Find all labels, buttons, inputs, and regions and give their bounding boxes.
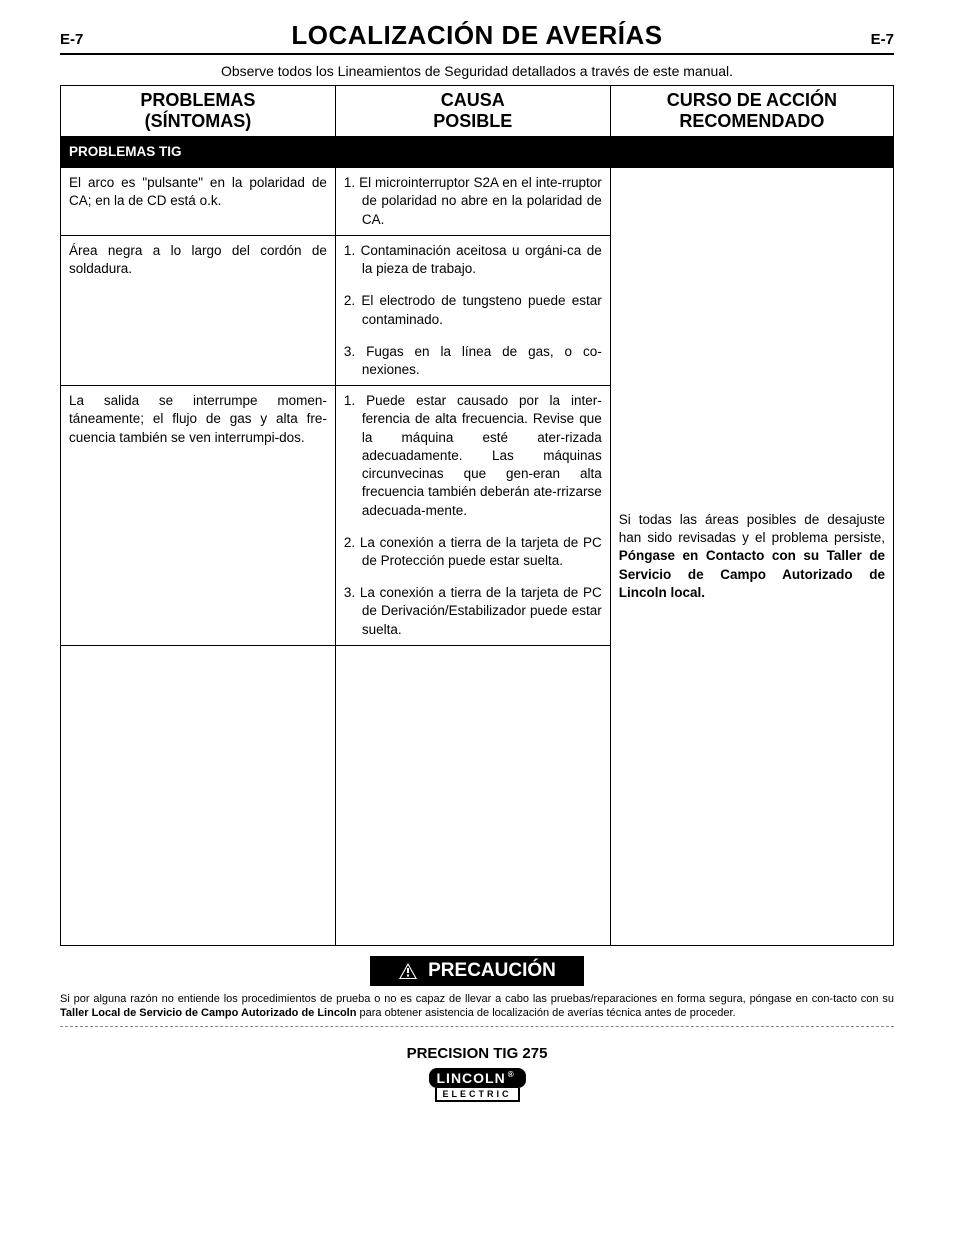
problem-cell: La salida se interrumpe momen-táneamente… xyxy=(61,386,336,646)
brand-logo-text: LINCOLN xyxy=(437,1070,506,1086)
cause-list: 1. Contaminación aceitosa u orgáni-ca de… xyxy=(344,242,602,379)
col-header-cause-l2: POSIBLE xyxy=(342,111,604,132)
cause-item: 2. El electrodo de tungsteno puede estar… xyxy=(344,292,602,328)
col-header-problems: PROBLEMAS (SÍNTOMAS) xyxy=(61,86,336,137)
cause-item: 1. Puede estar causado por la inter-fere… xyxy=(344,392,602,520)
caution-banner: PRECAUCIÓN xyxy=(370,956,584,986)
cause-item: 3. La conexión a tierra de la tarjeta de… xyxy=(344,584,602,639)
action-text-pre: Si todas las áreas posibles de desajuste… xyxy=(619,512,885,545)
cause-cell: 1. Contaminación aceitosa u orgáni-ca de… xyxy=(335,235,610,385)
cause-list: 1. El microinterruptor S2A en el inte-rr… xyxy=(344,174,602,229)
cause-item: 3. Fugas en la línea de gas, o co-nexion… xyxy=(344,343,602,379)
brand-logo: LINCOLN® ELECTRIC xyxy=(429,1068,526,1102)
brand-logo-top: LINCOLN® xyxy=(429,1068,526,1088)
brand-logo-bottom: ELECTRIC xyxy=(435,1088,520,1102)
col-header-action-l1: CURSO DE ACCIÓN xyxy=(667,90,837,110)
cause-item: 2. La conexión a tierra de la tarjeta de… xyxy=(344,534,602,570)
page-code-right: E-7 xyxy=(871,31,894,48)
brand-logo-reg: ® xyxy=(508,1070,515,1079)
section-heading: PROBLEMAS TIG xyxy=(61,137,894,168)
col-header-cause-l1: CAUSA xyxy=(441,90,505,110)
problem-cell: El arco es "pulsante" en la polaridad de… xyxy=(61,168,336,236)
product-name: PRECISION TIG 275 xyxy=(60,1045,894,1062)
empty-problem-cell xyxy=(61,645,336,945)
warning-icon xyxy=(398,962,418,980)
page-title: LOCALIZACIÓN DE AVERÍAS xyxy=(291,20,662,51)
troubleshooting-table: PROBLEMAS (SÍNTOMAS) CAUSA POSIBLE CURSO… xyxy=(60,85,894,946)
col-header-cause: CAUSA POSIBLE xyxy=(335,86,610,137)
footer-bold: Taller Local de Servicio de Campo Autori… xyxy=(60,1007,356,1019)
section-heading-row: PROBLEMAS TIG xyxy=(61,137,894,168)
cause-cell: 1. Puede estar causado por la inter-fere… xyxy=(335,386,610,646)
action-cell: Si todas las áreas posibles de desajuste… xyxy=(610,168,893,946)
caution-label: PRECAUCIÓN xyxy=(428,960,556,982)
footer-post: para obtener asistencia de localización … xyxy=(356,1007,735,1019)
brand-logo-wrap: LINCOLN® ELECTRIC xyxy=(60,1068,894,1102)
caution-banner-wrap: PRECAUCIÓN xyxy=(60,956,894,986)
col-header-problems-l2: (SÍNTOMAS) xyxy=(67,111,329,132)
page-header: E-7 LOCALIZACIÓN DE AVERÍAS E-7 xyxy=(60,20,894,55)
empty-cause-cell xyxy=(335,645,610,945)
action-text-bold: Póngase en Contacto con su Taller de Ser… xyxy=(619,548,885,599)
table-header-row: PROBLEMAS (SÍNTOMAS) CAUSA POSIBLE CURSO… xyxy=(61,86,894,137)
problem-cell: Área negra a lo largo del cordón de sold… xyxy=(61,235,336,385)
col-header-problems-l1: PROBLEMAS xyxy=(140,90,255,110)
page-code-left: E-7 xyxy=(60,31,83,48)
col-header-action-l2: RECOMENDADO xyxy=(617,111,887,132)
footer-note: Si por alguna razón no entiende los proc… xyxy=(60,992,894,1028)
footer-pre: Si por alguna razón no entiende los proc… xyxy=(60,993,894,1005)
col-header-action: CURSO DE ACCIÓN RECOMENDADO xyxy=(610,86,893,137)
cause-item: 1. El microinterruptor S2A en el inte-rr… xyxy=(344,174,602,229)
table-row: El arco es "pulsante" en la polaridad de… xyxy=(61,168,894,236)
cause-cell: 1. El microinterruptor S2A en el inte-rr… xyxy=(335,168,610,236)
cause-item: 1. Contaminación aceitosa u orgáni-ca de… xyxy=(344,242,602,278)
cause-list: 1. Puede estar causado por la inter-fere… xyxy=(344,392,602,639)
safety-note: Observe todos los Lineamientos de Seguri… xyxy=(60,63,894,79)
